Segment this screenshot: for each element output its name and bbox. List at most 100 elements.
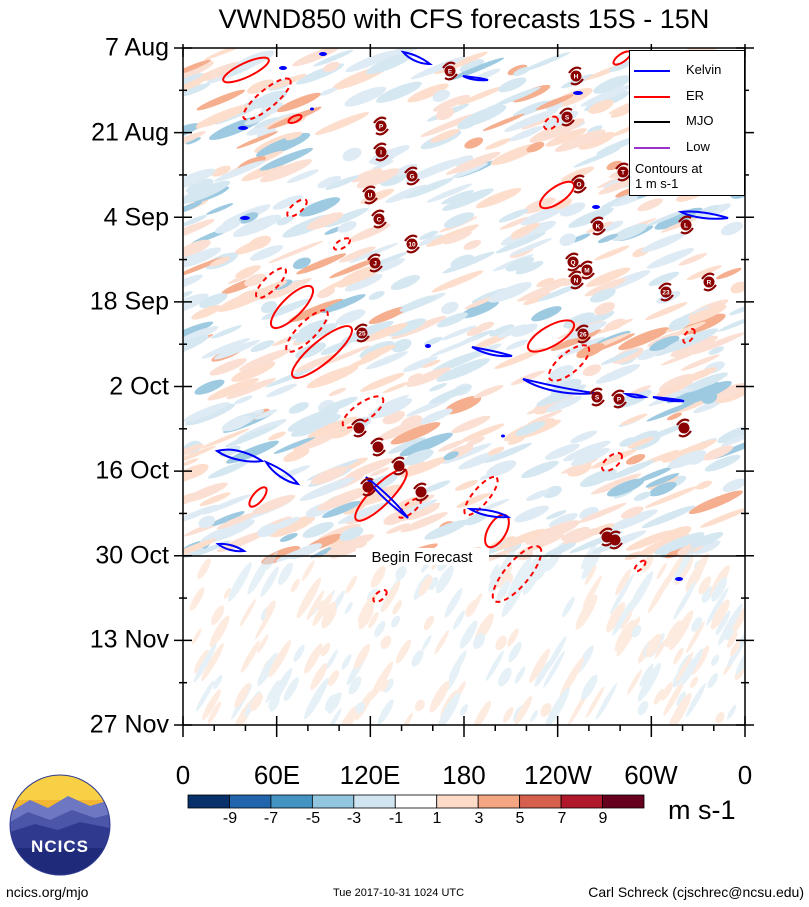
shade-patch xyxy=(641,554,654,573)
shade-patch xyxy=(502,707,514,723)
shade-patch xyxy=(268,640,292,678)
shade-patch xyxy=(285,328,315,341)
shade-patch xyxy=(689,553,709,585)
shade-patch xyxy=(453,155,474,167)
shade-patch xyxy=(524,556,539,581)
legend-label: ER xyxy=(686,88,705,103)
storm-label: O xyxy=(576,182,581,189)
shade-patch xyxy=(259,147,313,171)
storm-marker: C xyxy=(371,209,387,229)
colorbar-label: -5 xyxy=(305,810,321,827)
shade-patch xyxy=(487,446,505,456)
shade-patch xyxy=(292,48,340,67)
shade-patch xyxy=(337,221,357,233)
shade-patch xyxy=(575,594,598,630)
y-tick-label: 4 Sep xyxy=(103,203,169,232)
er-contour xyxy=(248,486,268,508)
storm-swirl xyxy=(373,116,387,124)
shade-patch xyxy=(239,599,256,627)
shade-patch xyxy=(414,699,425,712)
shade-patch xyxy=(716,267,742,280)
storm-label: P xyxy=(379,124,384,131)
shade-patch xyxy=(695,480,712,490)
shade-patch xyxy=(217,530,269,552)
x-tick-label: 60W xyxy=(624,760,678,790)
shade-patch xyxy=(234,395,253,405)
shade-patch xyxy=(450,254,474,268)
shade-patch xyxy=(323,61,340,73)
storm-swirl xyxy=(364,197,378,205)
storm-swirl xyxy=(369,265,383,273)
shade-patch xyxy=(199,492,231,507)
shade-patch xyxy=(580,84,633,107)
storm-eye xyxy=(567,256,579,268)
shade-patch xyxy=(620,609,633,630)
legend-label: Kelvin xyxy=(686,62,722,77)
shade-patch xyxy=(377,699,394,725)
shade-patch xyxy=(681,367,717,384)
shade-patch xyxy=(183,219,215,243)
shade-patch xyxy=(648,271,680,287)
shade-patch xyxy=(191,628,202,645)
colorbar-label: 3 xyxy=(474,810,484,827)
shade-patch xyxy=(443,451,459,461)
storm-marker: M xyxy=(579,260,595,280)
shade-patch xyxy=(269,515,316,538)
shade-patch xyxy=(455,479,478,491)
storm-marker xyxy=(351,418,367,438)
shade-patch xyxy=(323,601,337,621)
storm-label: R xyxy=(707,280,712,287)
shade-patch xyxy=(183,247,221,269)
shade-patch xyxy=(495,635,507,651)
shade-patch xyxy=(236,131,279,149)
shade-patch xyxy=(304,677,329,720)
shade-patch xyxy=(183,73,204,89)
shade-patch xyxy=(704,454,741,472)
shade-patch xyxy=(515,261,544,275)
storm-marker: 23 xyxy=(658,282,674,302)
shade-patch xyxy=(183,123,200,139)
shade-patch xyxy=(223,587,232,599)
shade-patch xyxy=(482,113,525,132)
storm-swirl xyxy=(371,209,385,217)
shade-patch xyxy=(701,391,718,404)
chart-title: VWND850 with CFS forecasts 15S - 15N xyxy=(218,4,710,34)
shade-patch xyxy=(272,195,303,210)
kelvin-contour xyxy=(240,216,250,220)
shade-patch xyxy=(466,436,485,446)
shade-patch xyxy=(392,600,402,615)
shade-patch xyxy=(312,593,333,627)
shade-patch xyxy=(554,129,606,152)
shade-patch xyxy=(337,276,361,288)
storm-label: 25 xyxy=(358,331,366,338)
shade-patch xyxy=(501,577,526,617)
shade-patch xyxy=(407,83,449,103)
shade-patch xyxy=(209,256,231,267)
shade-patch xyxy=(706,587,729,626)
shade-patch xyxy=(432,89,450,102)
shade-patch xyxy=(207,461,249,479)
ncics-logo-text: NCICS xyxy=(31,837,89,856)
shade-patch xyxy=(606,602,626,633)
shade-patch xyxy=(395,639,412,664)
shade-patch xyxy=(210,511,245,526)
shade-patch xyxy=(226,378,276,400)
kelvin-contour xyxy=(677,210,729,220)
shade-patch xyxy=(653,688,665,705)
shade-patch xyxy=(214,160,266,182)
shade-patch xyxy=(256,132,311,158)
shade-patch xyxy=(507,628,519,647)
shade-patch xyxy=(199,293,228,308)
storm-marker: G xyxy=(404,166,420,186)
shade-patch xyxy=(344,458,394,480)
colorbar-swatch xyxy=(560,794,603,809)
storm-swirl xyxy=(611,389,625,397)
wave-contours xyxy=(214,50,729,603)
storm-swirl xyxy=(577,336,591,344)
shade-patch xyxy=(368,290,385,300)
shade-patch xyxy=(421,480,451,494)
storm-swirl xyxy=(701,272,715,280)
shade-patch xyxy=(670,335,718,357)
shade-patch xyxy=(194,649,209,673)
shade-patch xyxy=(422,359,441,368)
